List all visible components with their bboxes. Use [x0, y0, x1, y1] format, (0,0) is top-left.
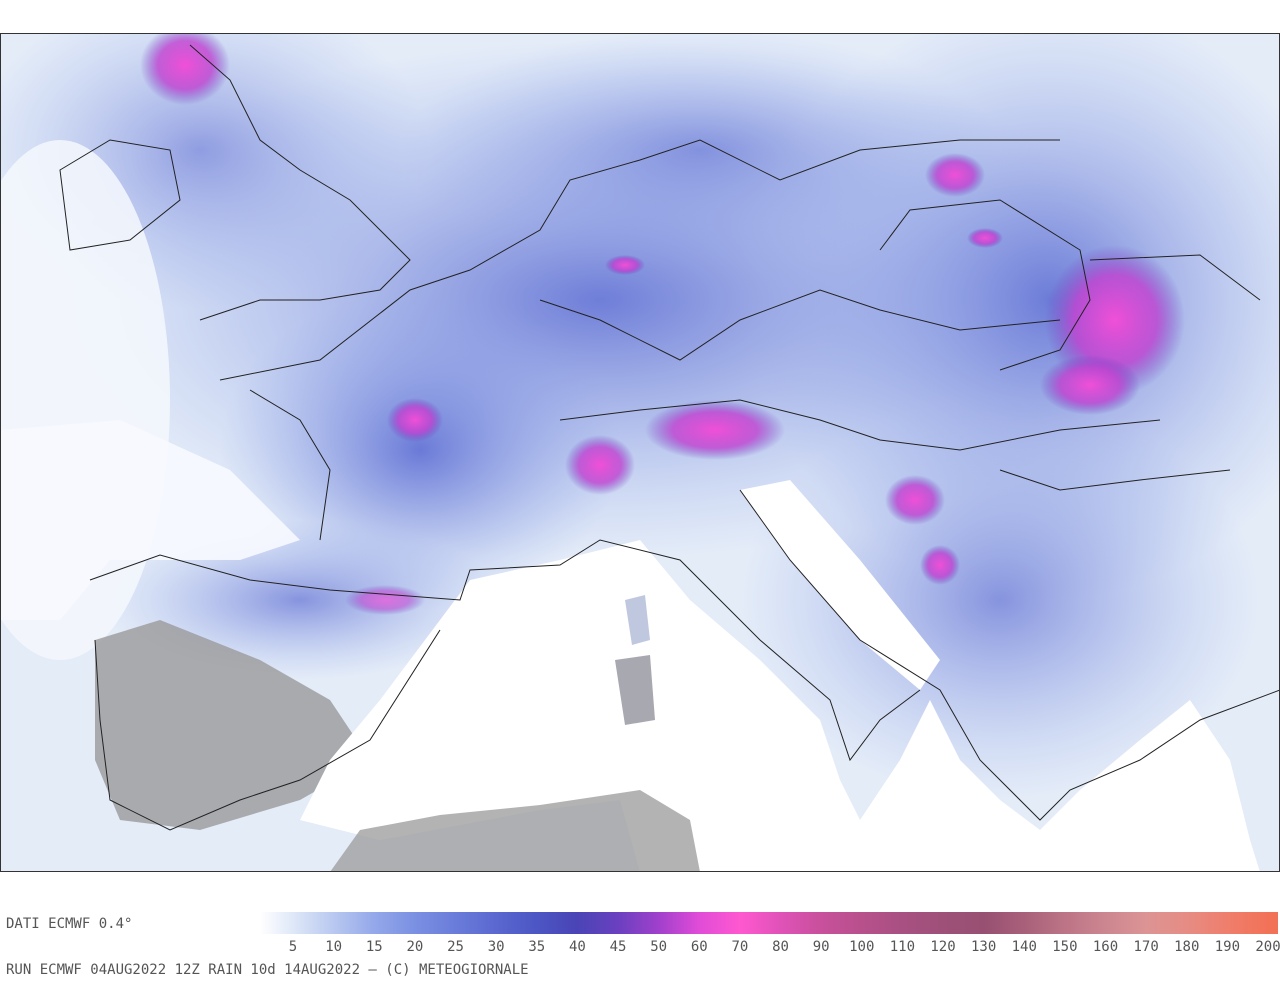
scale-tick-label: 80 — [772, 939, 789, 955]
scale-tick-label: 25 — [447, 939, 464, 955]
scale-tick-label: 30 — [488, 939, 505, 955]
scale-tick-label: 45 — [610, 939, 627, 955]
scale-tick-label: 130 — [971, 939, 996, 955]
scale-tick-label: 10 — [325, 939, 342, 955]
scale-tick-label: 90 — [813, 939, 830, 955]
scale-tick-label: 180 — [1174, 939, 1199, 955]
map — [0, 33, 1280, 872]
scale-tick-label: 15 — [366, 939, 383, 955]
scale-tick-label: 40 — [569, 939, 586, 955]
scale-tick-label: 200 — [1255, 939, 1280, 955]
color-scale: 5 10 15 20 25 30 35 40 45 50 60 70 80 90 100 110 120 130 1… — [260, 912, 1280, 955]
scale-tick-label: 150 — [1052, 939, 1077, 955]
scale-tick-label: 60 — [691, 939, 708, 955]
scale-tick-label: 140 — [1012, 939, 1037, 955]
borders — [59, 44, 1280, 831]
scale-tick-label: 120 — [930, 939, 955, 955]
scale-tick-label: 160 — [1093, 939, 1118, 955]
scale-tick-label: 110 — [890, 939, 915, 955]
scale-tick-label: 35 — [528, 939, 545, 955]
scale-tick-label: 190 — [1215, 939, 1240, 955]
run-label: RUN ECMWF 04AUG2022 12Z RAIN 10d 14AUG20… — [6, 962, 529, 978]
scale-tick-label: 5 — [289, 939, 297, 955]
source-label: DATI ECMWF 0.4° — [6, 916, 132, 932]
scale-tick-label: 170 — [1133, 939, 1158, 955]
color-bar — [260, 912, 1278, 934]
scale-tick-label: 20 — [406, 939, 423, 955]
scale-tick-label: 50 — [650, 939, 667, 955]
scale-tick-label: 70 — [731, 939, 748, 955]
scale-tick-label: 100 — [849, 939, 874, 955]
